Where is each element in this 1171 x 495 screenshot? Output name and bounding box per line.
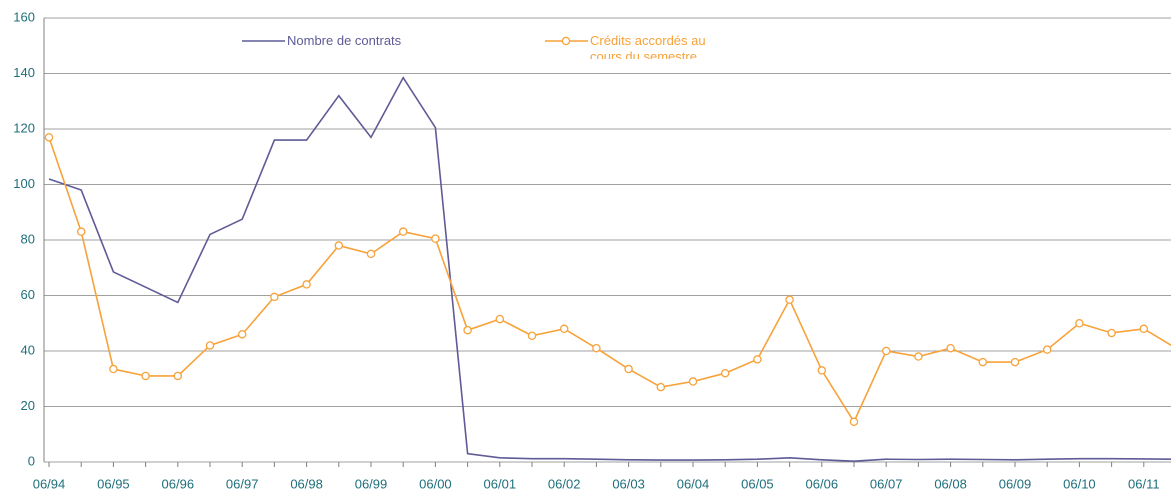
- point-marker: [753, 355, 762, 364]
- y-tick-label: 60: [21, 287, 35, 302]
- point-marker: [398, 227, 408, 236]
- x-tick-label: 06/03: [612, 476, 645, 491]
- point-marker: [431, 234, 440, 243]
- legend-entry: Nombre de contrats: [287, 33, 402, 48]
- point-marker: [109, 364, 118, 374]
- point-marker: [914, 352, 923, 361]
- y-tick-label: 0: [28, 453, 35, 468]
- series-line: [48, 137, 1171, 424]
- point-marker: [1075, 318, 1084, 328]
- point-marker: [366, 249, 376, 259]
- y-tick-label: 80: [21, 231, 35, 246]
- point-marker: [1010, 357, 1020, 367]
- point-marker: [270, 292, 279, 302]
- x-tick-label: 06/06: [806, 476, 839, 491]
- x-tick-label: 06/99: [355, 476, 388, 491]
- point-marker: [1107, 328, 1116, 338]
- y-tick-label: 40: [21, 342, 35, 357]
- legend-entry: Crédits accordés au cours du semestre: [590, 33, 706, 59]
- y-tick-label: 100: [13, 176, 35, 191]
- legend-label: Nombre de contrats: [287, 33, 402, 48]
- point-marker: [785, 295, 794, 304]
- point-marker: [302, 280, 311, 289]
- x-tick-label: 06/01: [484, 476, 517, 491]
- point-marker: [817, 366, 827, 375]
- x-tick-label: 06/07: [870, 476, 903, 491]
- point-marker: [1042, 345, 1052, 354]
- x-tick-label: 06/96: [162, 476, 195, 491]
- x-tick-label: 06/09: [999, 476, 1032, 491]
- x-tick-label: 06/04: [677, 476, 710, 491]
- point-marker: [141, 371, 150, 381]
- point-marker: [205, 341, 215, 350]
- y-tick-label: 160: [13, 9, 35, 24]
- x-tick-label: 06/98: [290, 476, 323, 491]
- point-marker: [592, 343, 601, 353]
- x-tick-label: 06/10: [1063, 476, 1096, 491]
- point-marker: [624, 364, 633, 374]
- x-tick-label: 06/97: [226, 476, 259, 491]
- y-tick-label: 20: [21, 398, 35, 413]
- point-marker: [656, 382, 666, 392]
- point-marker: [76, 227, 86, 236]
- series-line: [48, 76, 1171, 462]
- x-tick-label: 06/00: [419, 476, 452, 491]
- y-tick-label: 120: [13, 120, 35, 135]
- y-tick-label: 140: [13, 65, 35, 80]
- point-marker: [173, 371, 183, 381]
- point-marker: [978, 357, 988, 367]
- point-marker: [881, 346, 891, 356]
- x-tick-label: 06/05: [741, 476, 774, 491]
- point-marker: [688, 377, 698, 386]
- point-marker: [237, 330, 247, 339]
- point-marker: [527, 331, 537, 340]
- x-tick-label: 06/08: [934, 476, 967, 491]
- point-marker: [1139, 324, 1149, 334]
- plot-area: [44, 76, 1171, 462]
- point-marker: [463, 325, 472, 335]
- point-marker: [849, 417, 859, 427]
- point-marker: [559, 324, 569, 334]
- x-tick-label: 06/94: [33, 476, 66, 491]
- point-marker: [720, 368, 730, 378]
- x-tick-label: 06/11: [1128, 476, 1160, 491]
- point-marker: [334, 241, 344, 250]
- legend-label: Crédits accordés au cours du semestre: [590, 33, 706, 59]
- point-marker: [495, 314, 505, 324]
- point-marker: [44, 133, 54, 142]
- x-tick-label: 06/95: [97, 476, 130, 491]
- point-marker: [946, 343, 955, 353]
- x-tick-label: 06/02: [548, 476, 581, 491]
- legend-marker: [561, 36, 571, 46]
